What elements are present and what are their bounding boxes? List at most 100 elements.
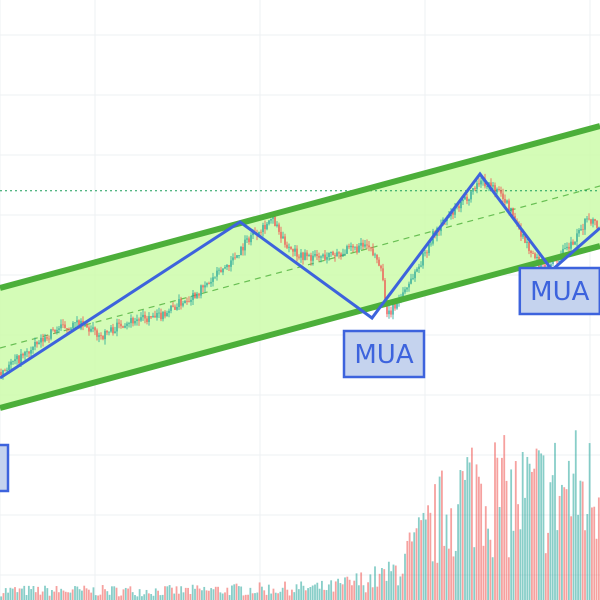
- volume-bar: [597, 497, 600, 600]
- candle-body: [466, 196, 468, 201]
- candle-body: [44, 337, 46, 342]
- volume-bar: [519, 529, 522, 600]
- volume-bar: [141, 596, 143, 600]
- volume-bar: [344, 577, 346, 600]
- candle-body: [8, 364, 10, 370]
- candle-body: [584, 219, 586, 230]
- candle-body: [458, 206, 460, 209]
- volume-bar: [591, 507, 593, 600]
- volume-bar: [272, 588, 275, 600]
- candle-body: [24, 351, 26, 356]
- volume-bar: [477, 476, 480, 600]
- volume-bar: [182, 592, 185, 600]
- volume-bar: [309, 587, 312, 600]
- volume-bar: [311, 585, 314, 600]
- candle-body: [56, 329, 58, 332]
- volume-bar: [159, 595, 162, 600]
- volume-bar: [25, 595, 28, 600]
- volume-bar: [277, 593, 279, 600]
- volume-bar: [120, 595, 123, 600]
- volume-bar: [16, 592, 19, 600]
- volume-bar: [256, 592, 259, 600]
- candle-body: [104, 330, 106, 340]
- candle-body: [58, 328, 60, 330]
- candle-body: [166, 312, 168, 317]
- candle-body: [414, 271, 416, 279]
- candle-body: [96, 330, 98, 337]
- candle-body: [310, 255, 312, 261]
- candle-body: [410, 278, 412, 284]
- volume-bar: [339, 583, 342, 600]
- volume-bar: [438, 476, 441, 600]
- candle-body: [302, 252, 304, 260]
- candle-body: [252, 231, 254, 236]
- volume-bar: [341, 584, 344, 600]
- volume-bar: [480, 483, 483, 600]
- candle-body: [150, 316, 152, 318]
- volume-bar: [228, 595, 231, 600]
- volume-bar: [37, 586, 39, 600]
- candle-body: [346, 246, 348, 254]
- candle-body: [524, 234, 526, 243]
- volume-bar: [494, 442, 496, 600]
- volume-bar: [542, 455, 545, 600]
- volume-bar: [443, 545, 446, 600]
- annotation-labels: MUA MUA: [0, 266, 600, 493]
- candle-body: [18, 355, 20, 364]
- volume-bar: [549, 482, 552, 600]
- candle-body: [386, 304, 388, 315]
- candle-body: [288, 246, 290, 248]
- candle-body: [362, 242, 364, 247]
- volume-bar: [348, 579, 351, 600]
- volume-bar: [452, 556, 455, 600]
- volume-bar: [138, 589, 141, 600]
- candle-body: [214, 276, 216, 278]
- candle-body: [46, 337, 48, 339]
- volume-bar: [584, 530, 586, 600]
- candle-body: [120, 323, 122, 327]
- candle-body: [340, 253, 342, 257]
- candle-body: [402, 292, 404, 297]
- candle-body: [200, 285, 202, 296]
- annotation-box: [0, 443, 10, 493]
- candle-body: [558, 260, 560, 262]
- candle-body: [84, 324, 86, 327]
- candle-body: [332, 251, 334, 256]
- candle-body: [40, 337, 42, 343]
- volume-bar: [224, 592, 226, 600]
- candle-body: [522, 234, 524, 237]
- volume-bar: [496, 457, 499, 600]
- volume-bar: [422, 512, 425, 600]
- candle-body: [168, 310, 170, 313]
- candle-body: [52, 329, 54, 331]
- volume-bar: [517, 504, 519, 600]
- volume-bar: [247, 594, 249, 600]
- candle-body: [224, 267, 226, 269]
- volume-bar: [300, 581, 303, 600]
- candle-body: [154, 315, 156, 318]
- candle-body: [318, 256, 320, 258]
- volume-bar: [57, 592, 60, 600]
- volume-bar: [475, 464, 478, 600]
- volume-bar: [464, 479, 466, 600]
- candle-body: [278, 224, 280, 232]
- volume-bar: [71, 589, 74, 600]
- candle-body: [478, 183, 480, 185]
- candle-body: [496, 188, 498, 193]
- candle-body: [138, 319, 140, 321]
- candle-body: [110, 327, 112, 332]
- candle-body: [76, 320, 78, 323]
- volume-bar: [207, 590, 210, 600]
- candle-body: [90, 328, 92, 332]
- volume-bar: [152, 595, 155, 600]
- volume-bar: [383, 569, 386, 600]
- volume-bar: [115, 587, 118, 600]
- candle-body: [470, 191, 472, 200]
- candle-body: [60, 324, 62, 329]
- volume-bar: [214, 586, 217, 600]
- volume-bar: [531, 471, 533, 600]
- candle-body: [160, 312, 162, 320]
- candle-body: [276, 224, 278, 227]
- candle-body: [568, 246, 570, 249]
- candle-body: [460, 201, 462, 209]
